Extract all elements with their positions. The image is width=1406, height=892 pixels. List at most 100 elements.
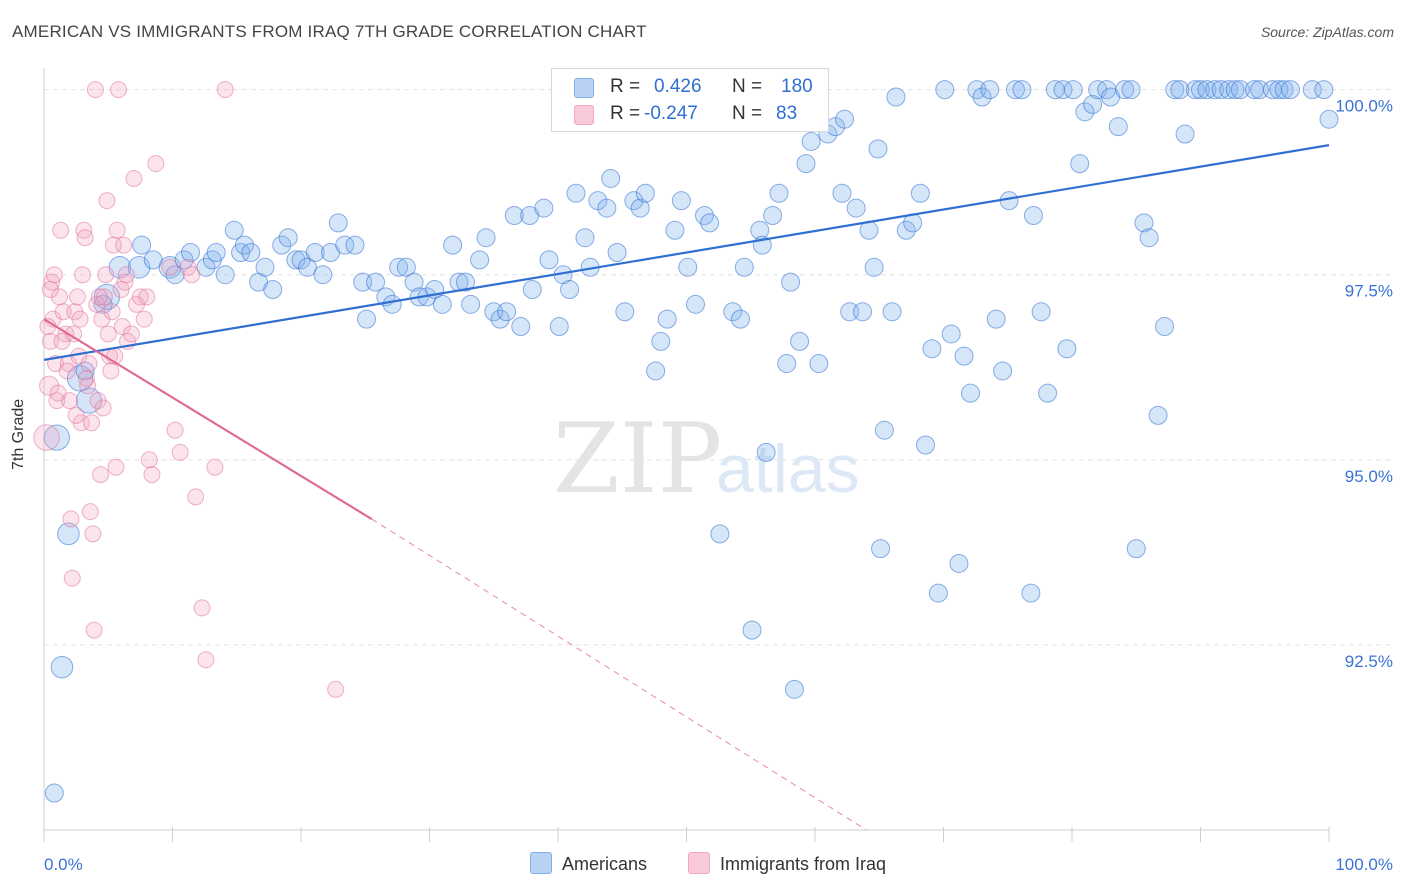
americans-point (1280, 80, 1300, 100)
iraq-point (135, 310, 153, 328)
iraq-point (115, 236, 133, 254)
americans-point (389, 257, 409, 277)
americans-point (241, 243, 261, 262)
americans-point (986, 309, 1006, 329)
iraq-point (122, 325, 140, 343)
iraq-point (206, 458, 224, 476)
iraq-legend-swatch (688, 852, 710, 874)
americans-point (809, 354, 829, 374)
iraq-point (95, 288, 113, 306)
americans-point (635, 183, 655, 203)
iraq-point (54, 303, 72, 321)
americans-point (1165, 80, 1185, 100)
iraq-point (147, 155, 165, 173)
americans-point (835, 109, 855, 129)
americans-point (1230, 80, 1250, 100)
americans-point (1108, 117, 1128, 137)
trend-lines (43, 144, 1330, 831)
americans-point (646, 361, 666, 381)
iraq-point (68, 288, 86, 306)
americans-point (1134, 213, 1154, 233)
iraq-point (84, 525, 102, 543)
americans-point (132, 235, 152, 255)
americans-point (601, 168, 621, 188)
americans-point (896, 220, 916, 240)
y-tick-label: 97.5% (1345, 282, 1393, 301)
legend-row-americans: R = 0.426 N = 180 (552, 73, 828, 101)
americans-point (1269, 80, 1289, 100)
americans-point (490, 309, 510, 329)
americans-point (286, 250, 306, 270)
iraq-point (327, 680, 345, 698)
americans-point (657, 309, 677, 329)
iraq-point (39, 375, 60, 396)
americans-swatch (574, 78, 594, 98)
iraq-point (52, 221, 70, 239)
iraq-point (183, 266, 201, 284)
americans-point (1053, 80, 1073, 100)
iraq-point (92, 466, 110, 484)
americans-point (928, 583, 948, 603)
iraq-point (45, 266, 63, 284)
americans-point (1197, 80, 1217, 100)
americans-point (263, 280, 283, 300)
americans-point (624, 191, 644, 211)
americans-point (781, 272, 801, 292)
americans-point (461, 294, 481, 314)
iraq-point (187, 488, 205, 506)
americans-point (1274, 80, 1294, 100)
americans-point (1319, 109, 1339, 129)
americans-point (784, 679, 804, 699)
iraq-point (67, 406, 85, 424)
americans-point (1031, 302, 1051, 322)
americans-point (534, 198, 554, 218)
iraq-point (216, 81, 234, 99)
r-label: R = (610, 103, 641, 124)
legend-iraq: Immigrants from Iraq (688, 852, 886, 875)
americans-point (1063, 80, 1083, 100)
americans-point (941, 324, 961, 344)
iraq-point (143, 466, 161, 484)
americans-point (597, 198, 617, 218)
iraq-swatch (574, 105, 594, 125)
iraq-point (138, 288, 156, 306)
americans-point (1038, 383, 1058, 403)
iraq-point (171, 443, 189, 461)
americans-point (1126, 539, 1146, 559)
chart-title: AMERICAN VS IMMIGRANTS FROM IRAQ 7TH GRA… (12, 22, 647, 41)
americans-point (910, 183, 930, 203)
iraq-point (140, 451, 158, 469)
americans-point (1070, 154, 1090, 174)
americans-point (960, 383, 980, 403)
americans-point (796, 154, 816, 174)
americans-point (769, 183, 789, 203)
iraq-point (83, 414, 101, 432)
americans-point (1175, 124, 1195, 144)
n-label: N = (732, 76, 763, 97)
iraq-point (74, 266, 92, 284)
iraq-legend-label: Immigrants from Iraq (720, 854, 887, 874)
iraq-point (113, 318, 131, 336)
americans-point (846, 198, 866, 218)
americans-point (50, 655, 74, 679)
iraq-point (86, 81, 104, 99)
americans-point (685, 294, 705, 314)
iraq-point (71, 310, 89, 328)
americans-point (560, 280, 580, 300)
americans-point (455, 272, 475, 292)
americans-point (874, 420, 894, 440)
iraq-point (125, 169, 143, 187)
americans-point (180, 243, 200, 262)
americans-point (1170, 80, 1190, 100)
americans-point (630, 198, 650, 218)
americans-point (777, 354, 797, 374)
americans-point (43, 424, 70, 451)
iraq-point (76, 229, 94, 247)
source-label: Source: ZipAtlas.com (1260, 24, 1394, 40)
americans-point (935, 80, 955, 100)
americans-point (723, 302, 743, 322)
legend-americans: Americans (530, 852, 647, 875)
americans-point (801, 131, 821, 151)
iraq-point (98, 192, 116, 210)
